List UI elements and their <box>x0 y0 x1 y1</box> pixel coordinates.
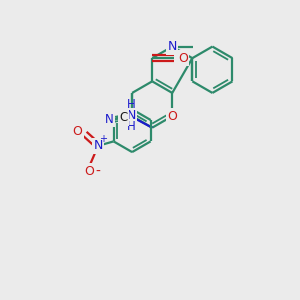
Text: N: N <box>104 113 113 126</box>
Text: H: H <box>127 120 136 133</box>
Text: O: O <box>167 110 177 123</box>
Text: H: H <box>127 98 136 111</box>
Text: N: N <box>127 109 136 122</box>
Text: N: N <box>168 40 177 53</box>
Text: O: O <box>84 165 94 178</box>
Text: N: N <box>93 139 103 152</box>
Text: -: - <box>96 164 100 178</box>
Text: C: C <box>120 111 128 124</box>
Text: +: + <box>99 134 107 144</box>
Text: O: O <box>178 52 188 65</box>
Text: O: O <box>72 125 82 138</box>
